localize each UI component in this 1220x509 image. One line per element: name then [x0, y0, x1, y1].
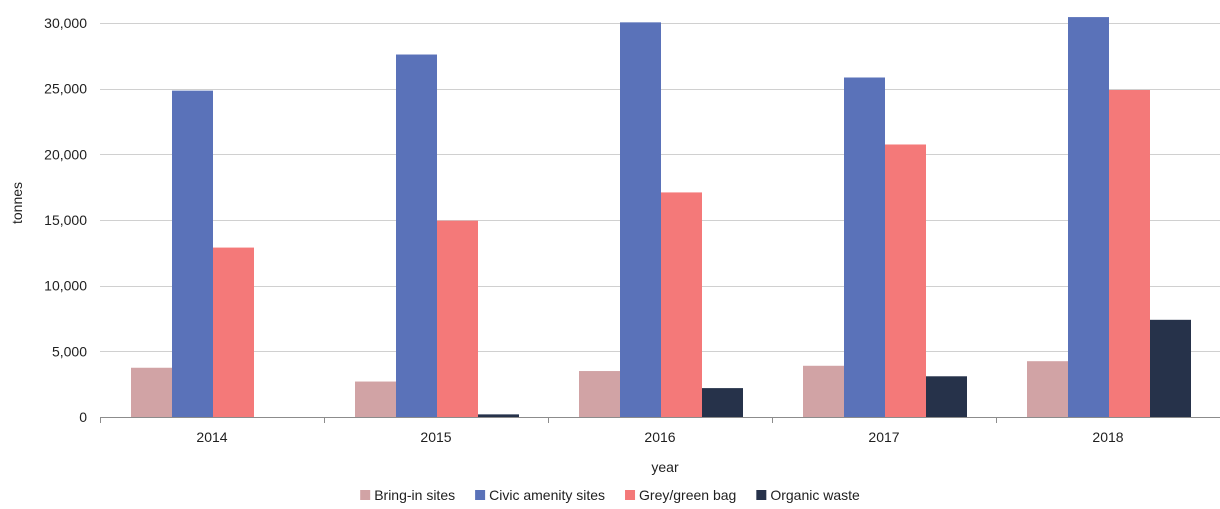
axes: 0 5,000 10,000 15,000 20,000 25,000 30,000 2014… [44, 15, 1220, 445]
legend-item: Civic amenity sites [475, 487, 605, 503]
y-tick-label: 20,000 [44, 146, 87, 162]
bar-grey-green-bag [213, 247, 254, 417]
legend-label: Bring-in sites [374, 487, 455, 503]
legend-swatch [475, 490, 486, 500]
legend-swatch [756, 490, 767, 500]
y-tick-label: 30,000 [44, 15, 87, 31]
bar-bring-in-sites [355, 381, 396, 417]
bar-civic-amenity-sites [172, 90, 213, 418]
y-axis-title: tonnes [9, 182, 25, 224]
bar-grey-green-bag [885, 144, 926, 417]
bar-bring-in-sites [1027, 361, 1068, 417]
legend-swatch [625, 490, 636, 500]
y-tick-label: 10,000 [44, 278, 87, 294]
legend-item: Organic waste [756, 487, 860, 503]
bar-grey-green-bag [437, 220, 478, 417]
legend-item: Grey/green bag [625, 487, 736, 503]
bar-organic-waste [702, 388, 743, 417]
bar-bring-in-sites [579, 371, 620, 417]
y-tick-label: 5,000 [52, 343, 87, 359]
legend-label: Grey/green bag [639, 487, 736, 503]
bar-grey-green-bag [1109, 89, 1150, 417]
bar-organic-waste [1150, 319, 1191, 417]
bar-grey-green-bag [661, 192, 702, 417]
x-tick-label: 2017 [868, 429, 899, 445]
legend-label: Civic amenity sites [489, 487, 605, 503]
x-tick-label: 2015 [420, 429, 451, 445]
bar-bring-in-sites [803, 365, 844, 417]
x-tick-label: 2014 [196, 429, 227, 445]
bar-civic-amenity-sites [620, 22, 661, 418]
legend: Bring-in sites Civic amenity sites Grey/gr… [360, 487, 860, 503]
y-tick-label: 0 [79, 409, 87, 425]
legend-item: Bring-in sites [360, 487, 455, 503]
bar-organic-waste [926, 376, 967, 417]
x-axis-title: year [651, 459, 679, 475]
x-tick-label: 2016 [644, 429, 675, 445]
legend-label: Organic waste [770, 487, 860, 503]
bar-civic-amenity-sites [844, 77, 885, 418]
bar-civic-amenity-sites [1068, 17, 1109, 418]
bars [131, 17, 1191, 418]
legend-swatch [360, 490, 371, 500]
bar-bring-in-sites [131, 367, 172, 417]
y-tick-label: 25,000 [44, 81, 87, 97]
bar-civic-amenity-sites [396, 54, 437, 418]
y-tick-label: 15,000 [44, 212, 87, 228]
bar-organic-waste [478, 414, 519, 417]
x-tick-label: 2018 [1092, 429, 1123, 445]
